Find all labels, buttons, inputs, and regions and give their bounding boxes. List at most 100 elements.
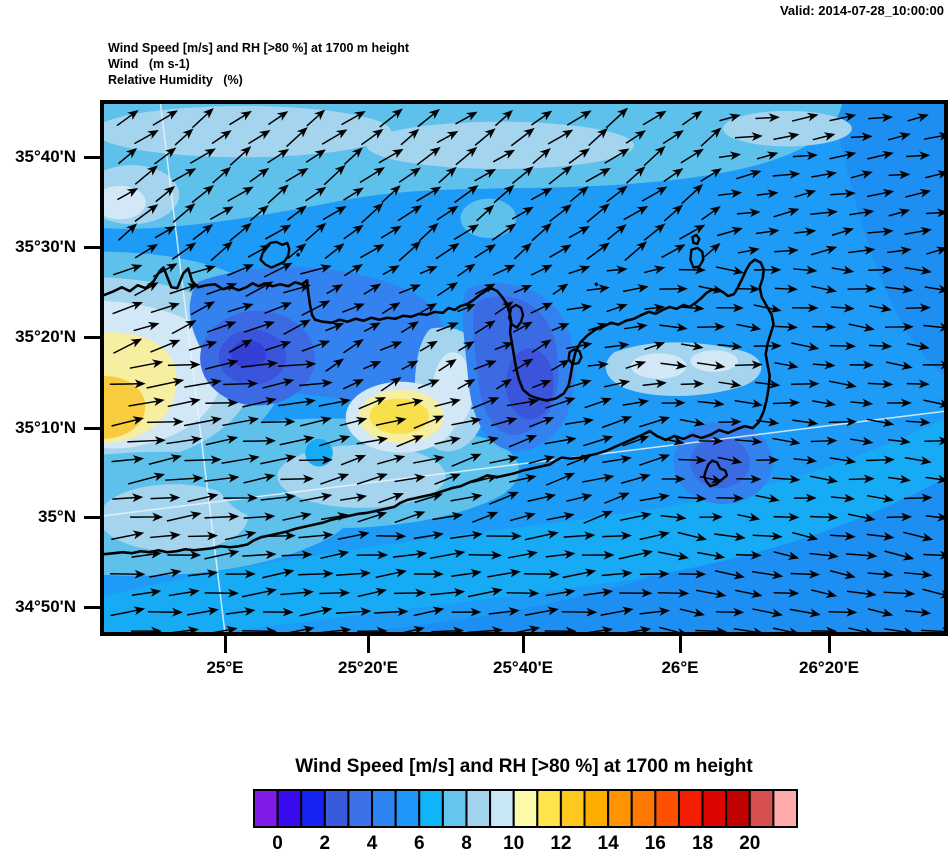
wind-arrow <box>888 170 911 180</box>
x-axis-label: 25°E <box>206 658 244 677</box>
wind-arrow <box>268 111 289 126</box>
colorbar-tick-label: 8 <box>461 833 472 854</box>
wind-arrow <box>812 322 837 332</box>
wind-arrow <box>584 397 612 409</box>
wind-arrow <box>678 493 707 503</box>
wind-arrow <box>278 397 316 407</box>
wind-arrow <box>396 398 424 407</box>
wind-arrow <box>921 626 944 632</box>
wind-arrow <box>792 151 818 161</box>
map-canvas <box>104 104 944 632</box>
wind-arrow <box>277 360 317 369</box>
wind-arrows-layer <box>109 107 944 632</box>
wind-arrow <box>184 378 222 388</box>
wind-arrow <box>715 607 745 617</box>
wind-arrow <box>229 110 252 126</box>
wind-arrow <box>414 569 444 579</box>
wind-arrow <box>513 285 533 294</box>
colorbar <box>253 789 799 828</box>
wind-arrow <box>551 323 570 332</box>
wind-arrow <box>110 569 146 579</box>
wind-arrow <box>531 339 552 353</box>
wind-arrow <box>867 494 895 503</box>
wind-arrow <box>437 282 459 297</box>
wind-arrow <box>221 454 260 464</box>
wind-arrow <box>206 282 238 296</box>
y-axis-tick <box>84 156 100 159</box>
wind-arrow <box>925 170 944 179</box>
wind-arrow <box>583 510 613 524</box>
wind-arrow <box>279 435 315 446</box>
wind-arrow <box>112 493 144 503</box>
wind-arrow <box>336 569 372 579</box>
wind-arrow <box>718 151 742 161</box>
wind-arrow <box>754 379 781 389</box>
wind-arrow <box>887 398 912 408</box>
plot-title-line-3: Relative Humidity (%) <box>108 73 243 87</box>
y-axis-tick <box>84 336 100 339</box>
wind-arrow <box>402 625 425 632</box>
wind-arrow <box>227 302 254 313</box>
wind-arrow <box>109 379 146 389</box>
wind-arrow <box>471 435 499 445</box>
wind-arrow <box>363 322 381 333</box>
wind-arrow <box>883 588 916 598</box>
colorbar-box <box>465 789 492 828</box>
wind-arrow <box>531 110 553 126</box>
wind-arrow <box>755 227 780 237</box>
wind-speed-region <box>104 419 944 632</box>
wind-arrow <box>243 321 275 333</box>
wind-arrow <box>432 511 464 521</box>
wind-arrow <box>381 185 401 204</box>
wind-arrow <box>418 222 439 242</box>
wind-speed-region <box>361 429 944 632</box>
wind-arrow <box>150 339 181 353</box>
wind-arrow <box>868 113 893 123</box>
wind-arrow <box>829 341 857 351</box>
map-frame <box>100 100 948 636</box>
wind-arrow <box>492 149 516 163</box>
wind-arrow <box>467 587 503 598</box>
wind-arrow <box>790 569 820 579</box>
wind-arrow <box>323 164 346 186</box>
wind-arrow <box>468 550 503 560</box>
plot-title-line-1: Wind Speed [m/s] and RH [>80 %] at 1700 … <box>108 41 409 55</box>
wind-speed-region <box>230 340 267 368</box>
wind-arrow <box>774 360 799 370</box>
wind-speed-region <box>832 104 944 375</box>
wind-arrow <box>755 493 780 503</box>
wind-arrow <box>165 474 204 483</box>
wind-arrow <box>509 473 537 483</box>
wind-arrow <box>885 322 914 332</box>
wind-arrow <box>301 340 331 352</box>
wind-arrow <box>545 397 576 409</box>
y-axis-label: 34°50'N <box>15 597 76 616</box>
wind-arrow <box>212 166 232 184</box>
wind-arrow <box>886 512 913 522</box>
colorbar-tick-label: 4 <box>366 833 378 854</box>
wind-arrow <box>793 265 818 275</box>
wind-arrow <box>299 606 333 617</box>
wind-arrow <box>260 492 296 502</box>
y-axis-label: 35°30'N <box>15 237 76 256</box>
wind-arrow <box>714 570 745 580</box>
wind-arrow <box>110 606 146 617</box>
wind-arrow <box>212 625 238 632</box>
wind-arrow <box>622 398 650 407</box>
wind-arrow <box>868 265 893 275</box>
wind-arrow <box>789 608 821 618</box>
wind-arrow <box>926 208 944 218</box>
wind-arrow <box>298 531 334 540</box>
wind-arrow <box>564 417 594 426</box>
wind-arrow <box>923 322 944 332</box>
wind-arrow <box>868 341 893 351</box>
wind-arrow <box>131 550 162 559</box>
wind-arrow <box>513 242 532 260</box>
wind-arrow <box>223 493 259 503</box>
wind-arrow <box>245 281 274 298</box>
wind-arrow <box>643 265 666 275</box>
wind-arrow <box>324 243 345 260</box>
wind-arrow <box>582 473 615 483</box>
wind-arrow <box>168 587 200 597</box>
wind-arrow <box>544 626 577 632</box>
